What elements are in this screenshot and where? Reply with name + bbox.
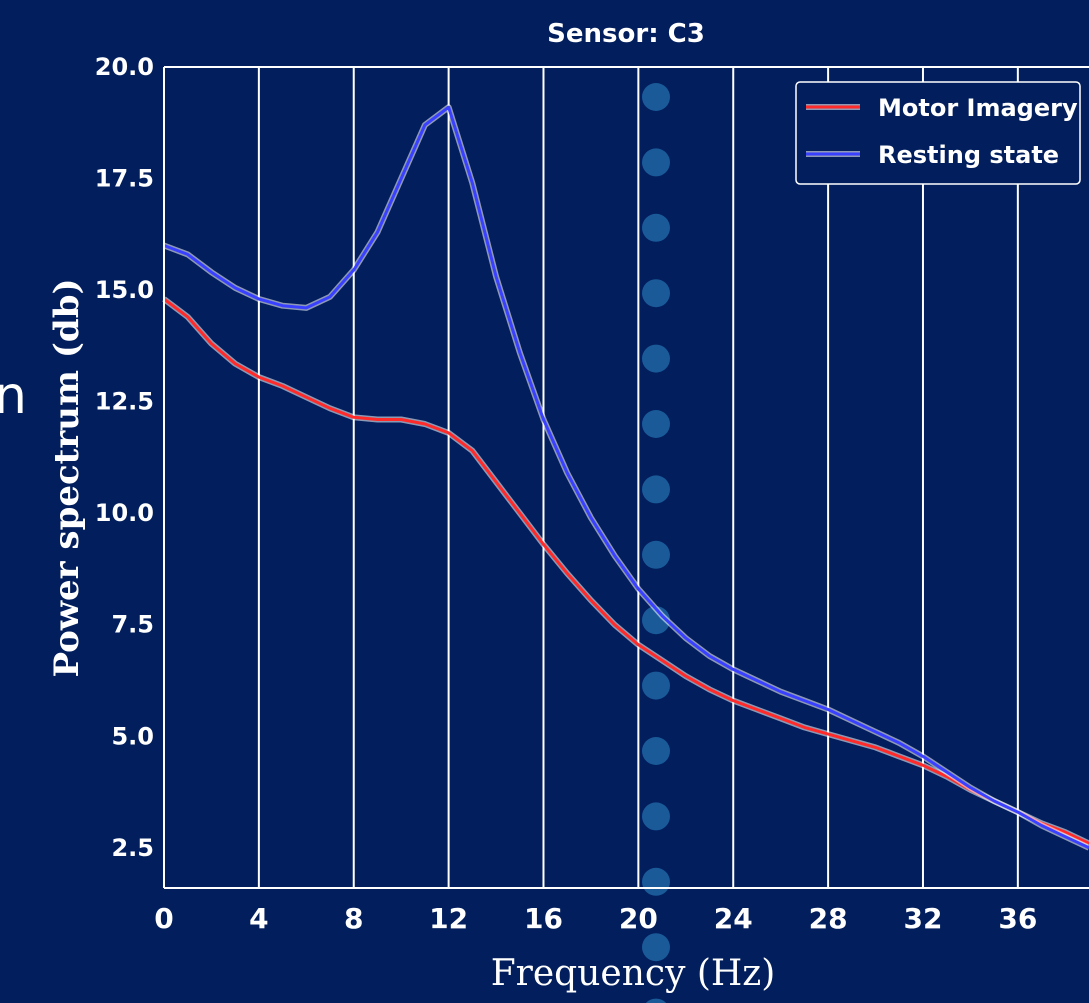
x-tick-label: 32 [903, 902, 942, 935]
marker-dot [642, 213, 670, 242]
y-tick-label: 10.0 [95, 499, 154, 527]
series-line [163, 105, 1089, 850]
marker-dot [645, 998, 667, 1003]
marker-dot [642, 475, 670, 504]
x-tick-label: 28 [809, 902, 848, 935]
y-tick-label: 7.5 [111, 611, 154, 639]
marker-dot [642, 737, 670, 765]
axes [163, 66, 1089, 889]
legend: Motor Imagery Resting state [795, 81, 1081, 185]
marker-dot [642, 540, 670, 569]
y-tick-label: 2.5 [111, 834, 154, 862]
marker-dot [642, 933, 670, 962]
chart-title: Sensor: C3 [547, 19, 705, 49]
y-tick-label: 5.0 [111, 722, 154, 750]
marker-dot [642, 344, 670, 373]
y-tick-label: 12.5 [95, 388, 154, 416]
x-tick-label: 0 [154, 902, 173, 935]
x-tick-label: 4 [249, 902, 268, 935]
marker-dot [642, 867, 670, 896]
marker-dot [642, 83, 670, 111]
marker-dot [642, 802, 670, 831]
marker-dot [642, 279, 670, 308]
x-tick-label: 20 [619, 902, 658, 935]
x-tick-label: 16 [524, 902, 563, 935]
legend-label: Resting state [878, 141, 1059, 169]
legend-box [795, 81, 1081, 185]
y-tick-label: 17.5 [95, 165, 154, 193]
y-axis-label: Power spectrum (db) [47, 278, 87, 677]
series-line-halo [162, 104, 1089, 851]
x-axis-label: Frequency (Hz) [491, 953, 776, 994]
series-line [163, 297, 1089, 845]
legend-label: Motor Imagery [878, 94, 1078, 122]
y-tick-label: 20.0 [95, 53, 154, 81]
x-tick-label: 36 [998, 902, 1037, 935]
dotted-marker-column [642, 83, 670, 1003]
series-lines [162, 104, 1089, 851]
stray-letter: n [0, 366, 27, 426]
marker-dot [642, 410, 670, 438]
x-tick-label: 12 [429, 902, 468, 935]
vertical-gridlines [257, 67, 1019, 888]
x-tick-label: 24 [714, 902, 753, 935]
marker-dot [642, 671, 670, 700]
y-tick-label: 15.0 [95, 276, 154, 304]
marker-dot [642, 148, 670, 177]
tick-labels: 0 4 8 12 16 20 24 28 32 36 2.5 5.0 7.5 10.0 12.5 15.0 17… [95, 53, 1038, 935]
x-tick-label: 8 [344, 902, 363, 935]
